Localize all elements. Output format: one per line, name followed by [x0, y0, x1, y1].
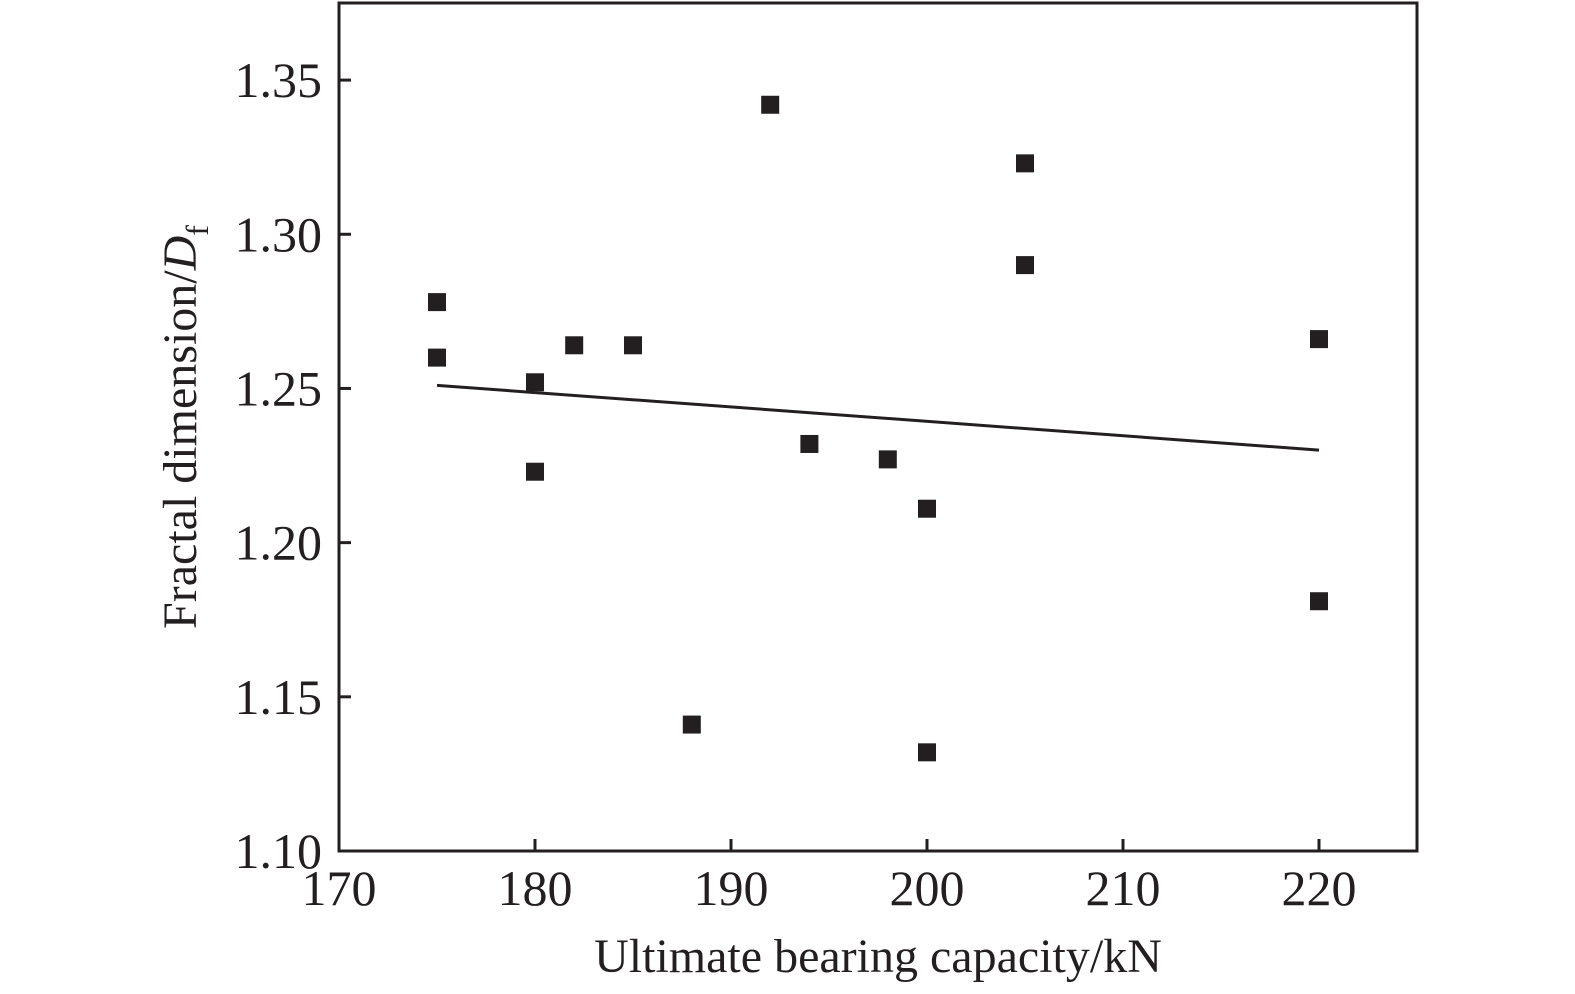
y-axis-title: Fractal dimension/Df [154, 225, 215, 629]
x-tick-label: 180 [498, 860, 573, 916]
y-tick-label: 1.15 [235, 669, 323, 725]
x-axis-title: Ultimate bearing capacity/kN [594, 930, 1162, 983]
data-point [800, 434, 819, 453]
y-axis-title-symbol: D [154, 236, 207, 272]
y-axis: 1.10 1.15 1.20 1.25 1.30 1.35 [235, 52, 351, 879]
data-point [761, 95, 780, 114]
x-tick-label: 220 [1282, 860, 1357, 916]
data-point [878, 450, 897, 469]
data-point [526, 373, 544, 392]
data-point [526, 462, 544, 481]
data-point [1016, 256, 1034, 275]
y-tick-label: 1.25 [235, 360, 323, 416]
trend-line-layer [436, 383, 1320, 452]
y-tick-label: 1.30 [235, 206, 323, 262]
data-point [428, 348, 446, 367]
data-point [1310, 592, 1328, 611]
y-tick-label: 1.35 [235, 52, 323, 108]
linear-fit-line [436, 383, 1320, 452]
data-points [428, 95, 1328, 762]
y-axis-title-subscript: f [179, 225, 215, 236]
data-point [918, 743, 936, 762]
data-point [428, 293, 446, 312]
x-tick-label: 210 [1086, 860, 1161, 916]
data-point [918, 499, 936, 518]
x-tick-label: 190 [694, 860, 769, 916]
x-axis: 170 180 190 200 210 220 [302, 839, 1357, 916]
y-axis-title-text: Fractal dimension/ [154, 270, 207, 629]
y-tick-label: 1.10 [235, 823, 323, 879]
x-tick-label: 200 [890, 860, 965, 916]
x-tick-label: 170 [302, 860, 377, 916]
data-point [565, 336, 584, 355]
data-point [682, 715, 701, 734]
data-point [1310, 330, 1328, 349]
plot-frame [337, 1, 1419, 853]
y-tick-label: 1.20 [235, 515, 323, 571]
data-point [624, 336, 642, 355]
data-point [1016, 154, 1034, 173]
